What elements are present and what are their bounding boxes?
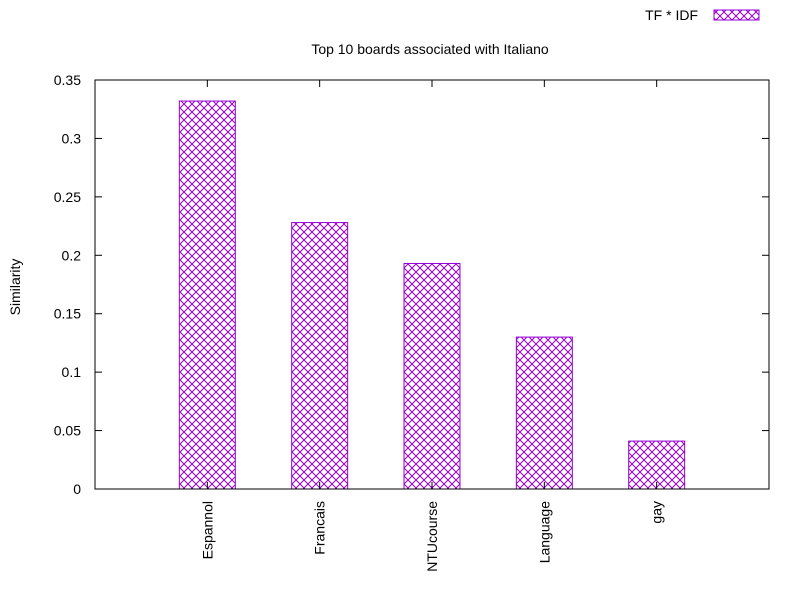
x-tick-label: Francais [312, 501, 328, 555]
legend-swatch [713, 9, 760, 21]
legend: TF * IDF [645, 7, 760, 23]
y-tick-label: 0.3 [62, 130, 82, 146]
bars-group [178, 100, 686, 490]
bar-gay [628, 440, 686, 490]
y-tick-label: 0.15 [54, 306, 81, 322]
x-tick-label: Language [536, 501, 552, 564]
legend-label: TF * IDF [645, 7, 698, 23]
y-tick-label: 0.2 [62, 247, 82, 263]
y-tick-label: 0.1 [62, 364, 82, 380]
x-tick-label: NTUcourse [424, 501, 440, 572]
bar-espannol [178, 100, 236, 490]
y-tick-label: 0.35 [54, 72, 81, 88]
y-tick-label: 0 [73, 481, 81, 497]
chart-title: Top 10 boards associated with Italiano [311, 41, 549, 57]
bar-francais [291, 222, 349, 490]
bar-language [515, 336, 573, 490]
plot-frame [94, 79, 770, 490]
y-axis-label: Similarity [7, 259, 23, 316]
x-tick-label: Espannol [199, 501, 215, 559]
bar-ntucourse [403, 262, 461, 490]
y-ticks-group: 0 0.05 0.1 0.15 0.2 0.25 0.3 0.35 [54, 72, 769, 497]
x-ticks-group: Espannol Francais NTUcourse Language gay [199, 80, 665, 572]
y-tick-label: 0.25 [54, 189, 81, 205]
x-tick-label: gay [649, 501, 665, 524]
y-tick-label: 0.05 [54, 423, 81, 439]
